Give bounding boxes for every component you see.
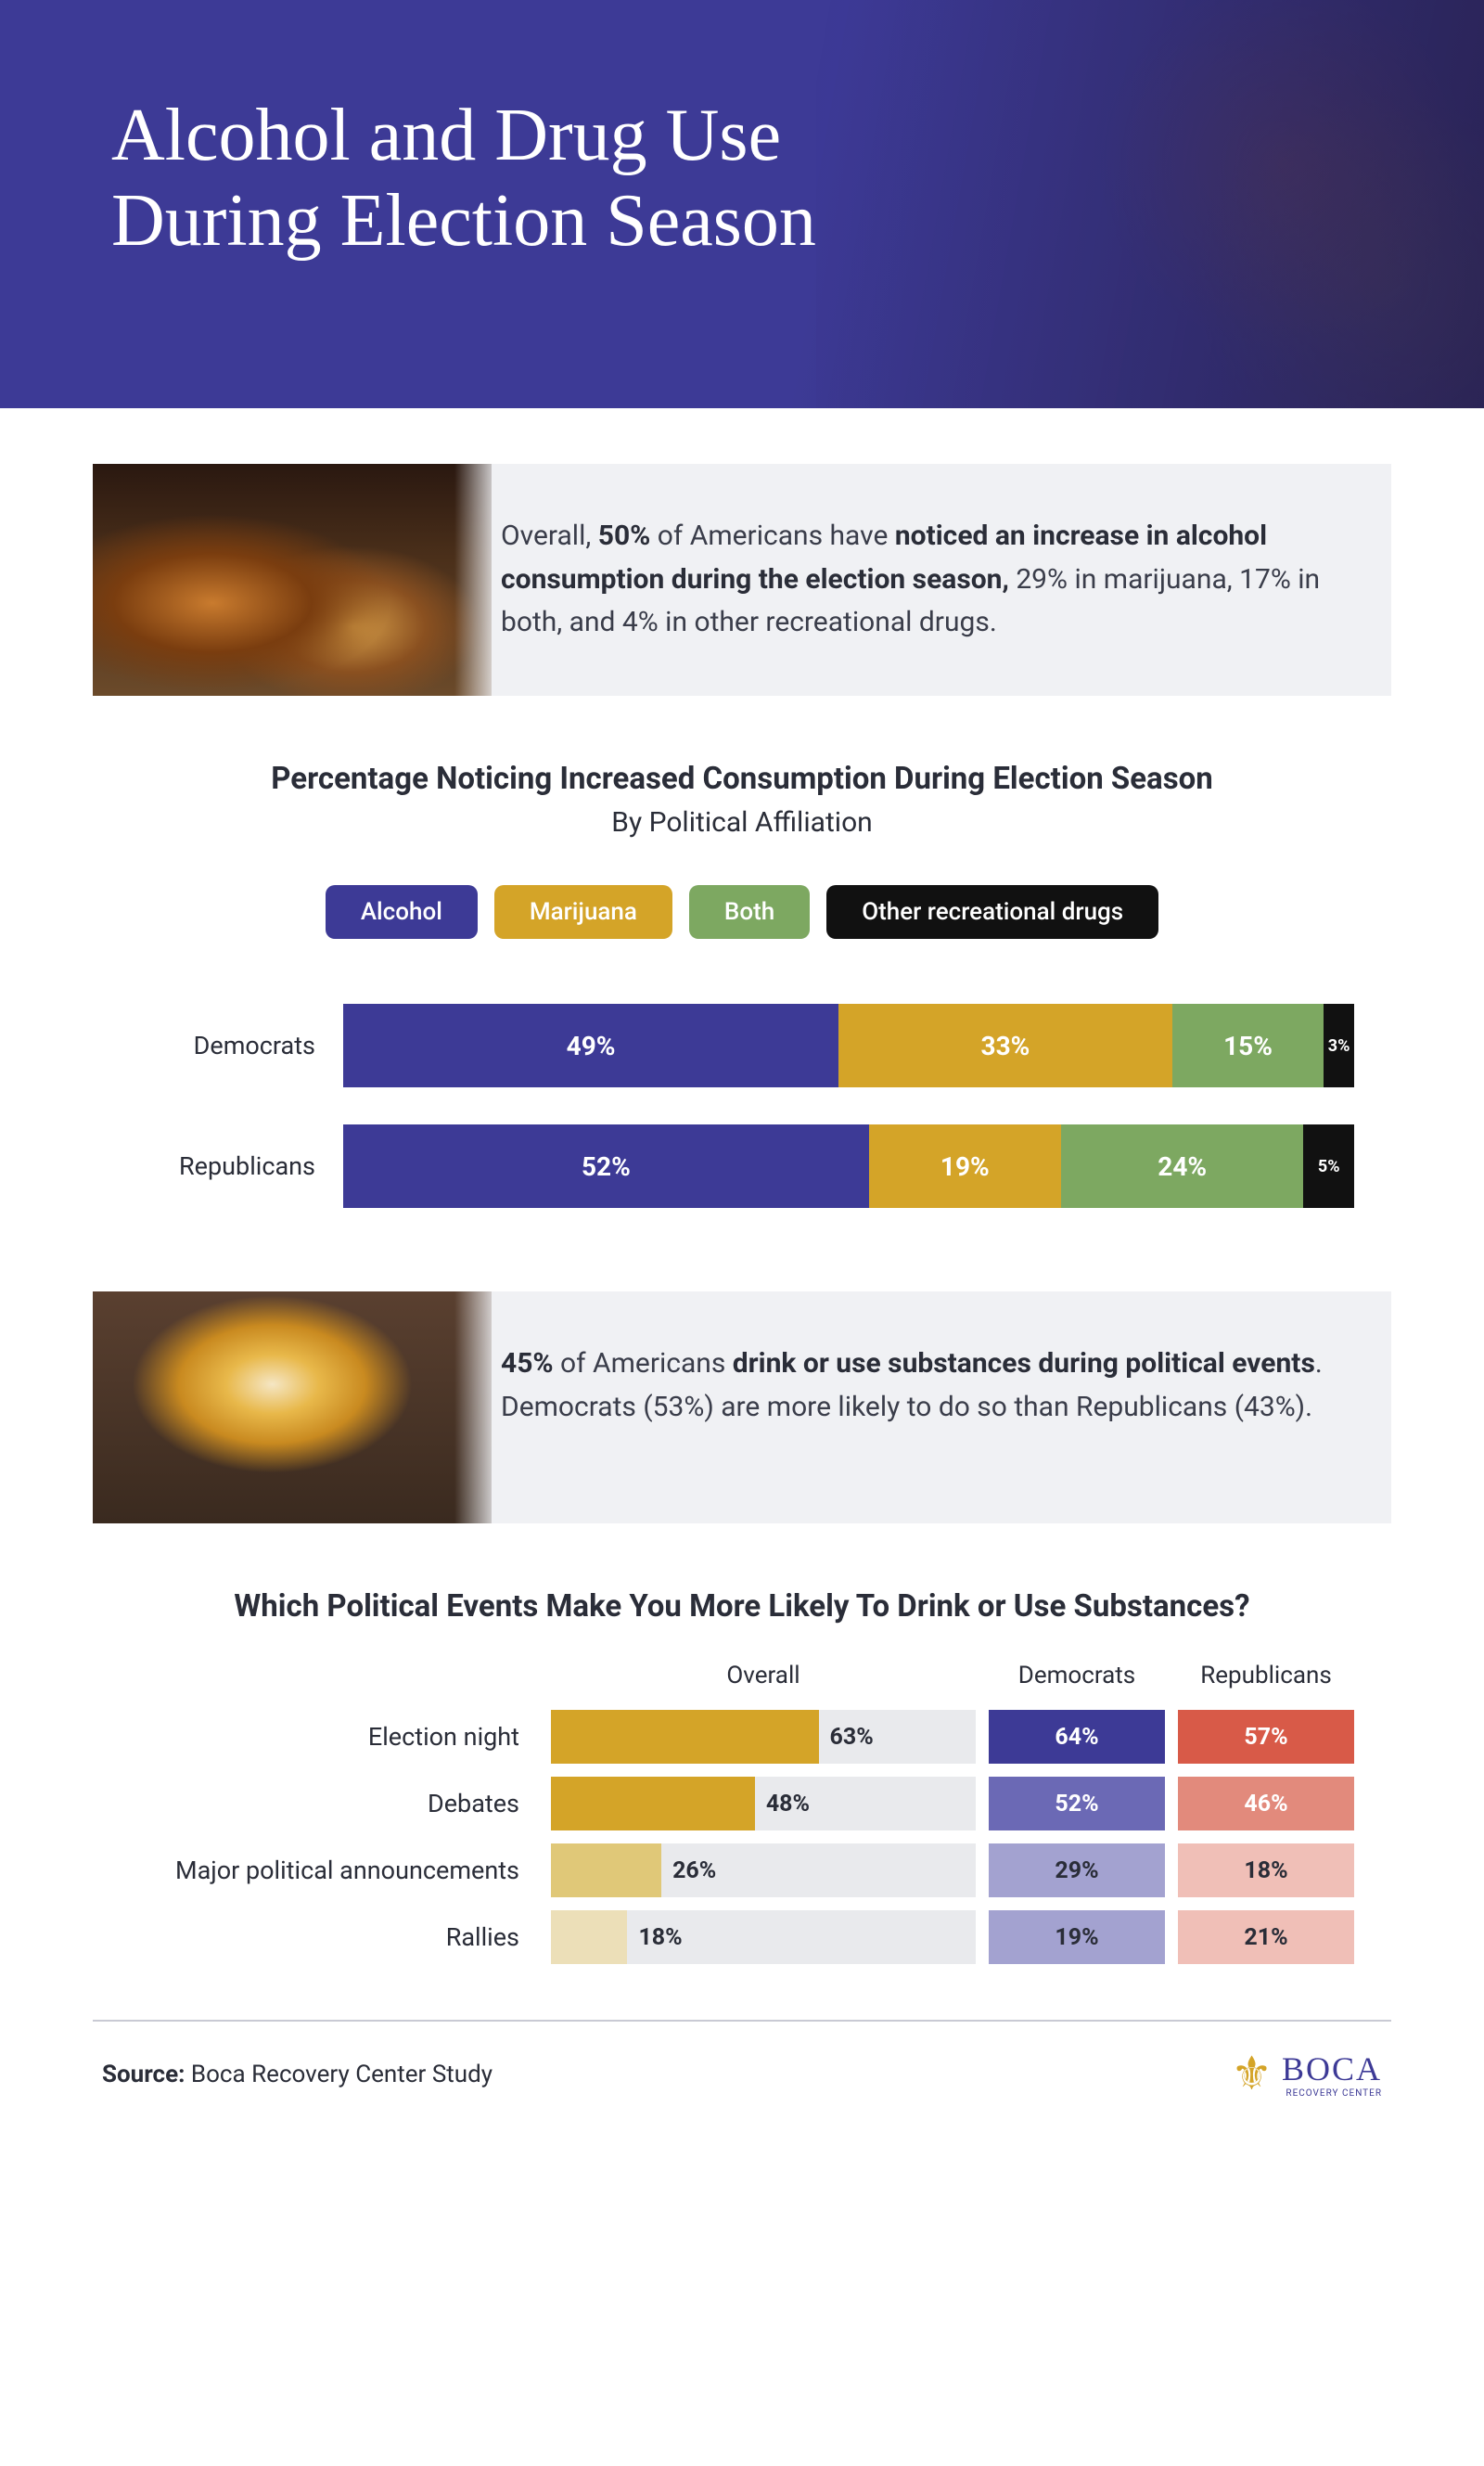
bar-segment: 49%	[343, 1004, 838, 1087]
footer-rule	[93, 2020, 1391, 2022]
bar-segment: 3%	[1324, 1004, 1354, 1087]
dem-cell: 29%	[989, 1843, 1165, 1897]
beer-photo	[93, 1291, 492, 1523]
chart1-subtitle: By Political Affiliation	[93, 806, 1391, 839]
bar-segment: 52%	[343, 1124, 869, 1208]
bar-segment: 33%	[838, 1004, 1172, 1087]
legend-pill: Alcohol	[326, 885, 478, 939]
chart1-legend: Alcohol Marijuana Both Other recreational d…	[93, 885, 1391, 939]
bar-segment: 19%	[869, 1124, 1061, 1208]
event-label: Election night	[130, 1722, 538, 1752]
page-title: Alcohol and Drug Use During Election Sea…	[111, 93, 1373, 263]
event-label: Rallies	[130, 1922, 538, 1952]
rep-cell: 18%	[1178, 1843, 1354, 1897]
chart2-events: Overall Democrats Republicans Election n…	[130, 1662, 1354, 1964]
col-democrats: Democrats	[989, 1662, 1165, 1689]
chart2-title: Which Political Events Make You More Lik…	[93, 1588, 1391, 1625]
callout-text: Overall, 50% of Americans have noticed a…	[454, 464, 1391, 696]
stacked-bar: 52%19%24%5%	[343, 1124, 1354, 1208]
overall-pct: 48%	[766, 1791, 810, 1817]
legend-pill: Other recreational drugs	[826, 885, 1158, 939]
bar-segment: 5%	[1303, 1124, 1354, 1208]
col-republicans: Republicans	[1178, 1662, 1354, 1689]
source-citation: Source: Boca Recovery Center Study	[102, 2061, 493, 2088]
chart1-stacked-bars: Democrats49%33%15%3% Republicans52%19%24%…	[130, 1004, 1354, 1208]
row-label: Democrats	[130, 1031, 343, 1060]
stacked-row: Democrats49%33%15%3%	[130, 1004, 1354, 1087]
rep-cell: 57%	[1178, 1710, 1354, 1764]
brand-tagline: RECOVERY CENTER	[1282, 2088, 1382, 2099]
overall-bar: 48%	[551, 1777, 976, 1830]
dem-cell: 64%	[989, 1710, 1165, 1764]
bar-segment: 24%	[1061, 1124, 1304, 1208]
overall-pct: 18%	[638, 1924, 682, 1951]
overall-bar: 18%	[551, 1910, 976, 1964]
col-overall: Overall	[551, 1662, 976, 1689]
dem-cell: 52%	[989, 1777, 1165, 1830]
chart2-header: Overall Democrats Republicans	[130, 1662, 1354, 1689]
callout-political-events: 45% of Americans drink or use substances…	[93, 1291, 1391, 1523]
whiskey-photo	[93, 464, 492, 696]
overall-bar: 63%	[551, 1710, 976, 1764]
stacked-bar: 49%33%15%3%	[343, 1004, 1354, 1087]
event-label: Major political announcements	[130, 1856, 538, 1885]
event-row: Rallies 18% 19%21%	[130, 1910, 1354, 1964]
hero-banner: Alcohol and Drug Use During Election Sea…	[0, 0, 1484, 408]
event-label: Debates	[130, 1789, 538, 1818]
footer: Source: Boca Recovery Center Study ⚜ BOC…	[93, 2049, 1391, 2154]
event-row: Election night 63% 64%57%	[130, 1710, 1354, 1764]
event-row: Major political announcements 26% 29%18%	[130, 1843, 1354, 1897]
boca-logo: ⚜ BOCA RECOVERY CENTER	[1231, 2049, 1382, 2099]
overall-bar: 26%	[551, 1843, 976, 1897]
rep-cell: 46%	[1178, 1777, 1354, 1830]
title-line: During Election Season	[111, 180, 816, 262]
rep-cell: 21%	[1178, 1910, 1354, 1964]
dem-cell: 19%	[989, 1910, 1165, 1964]
fleur-de-lis-icon: ⚜	[1231, 2051, 1273, 2098]
legend-pill: Both	[689, 885, 810, 939]
callout-overall-increase: Overall, 50% of Americans have noticed a…	[93, 464, 1391, 696]
overall-pct: 63%	[830, 1724, 874, 1751]
legend-pill: Marijuana	[494, 885, 672, 939]
bar-segment: 15%	[1172, 1004, 1324, 1087]
row-label: Republicans	[130, 1151, 343, 1181]
title-line: Alcohol and Drug Use	[111, 95, 781, 176]
callout-text: 45% of Americans drink or use substances…	[454, 1291, 1391, 1523]
event-row: Debates 48% 52%46%	[130, 1777, 1354, 1830]
chart1-title: Percentage Noticing Increased Consumptio…	[93, 761, 1391, 797]
stacked-row: Republicans52%19%24%5%	[130, 1124, 1354, 1208]
overall-pct: 26%	[672, 1857, 716, 1884]
brand-name: BOCA	[1282, 2050, 1382, 2087]
